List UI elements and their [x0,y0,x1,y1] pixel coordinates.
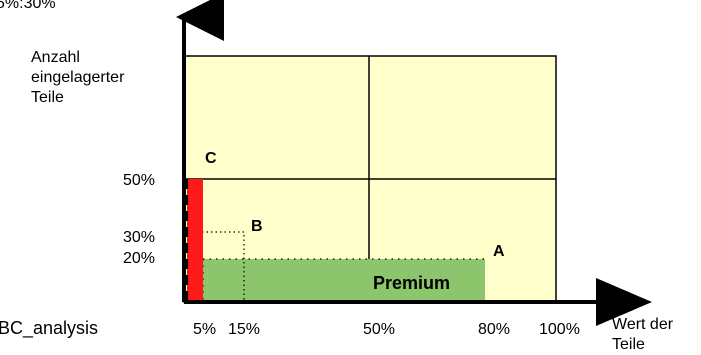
x-axis-label-line-2: Teile [612,336,645,353]
bottom-left-fragment: BC_analysis [0,318,98,339]
region-label-c: C [205,150,217,167]
region-b-dotted-border [184,231,245,302]
x-tick-80: 80% [478,321,510,338]
y-tick-20: 20% [123,250,155,267]
region-label-b: B [251,218,263,235]
y-axis-label: Anzahl eingelagerter Teile [31,49,129,106]
y-axis-label-line-2: eingelagerter [31,69,125,86]
region-label-a: A [493,243,505,260]
x-tick-15: 15% [228,321,260,338]
x-axis-label: Wert der Teile [612,316,678,353]
x-tick-50: 50% [363,321,395,338]
y-tick-50: 50% [123,172,155,189]
premium-region [203,259,485,302]
top-left-fragment: 5%:30% [0,0,56,12]
region-c-bar [187,179,203,302]
y-axis-label-line-3: Teile [31,89,64,106]
premium-label: Premium [373,273,450,293]
x-tick-5: 5% [193,321,216,338]
x-axis-label-line-1: Wert der [612,316,674,333]
y-axis-label-line-1: Anzahl [31,49,80,66]
y-tick-30: 30% [123,229,155,246]
x-tick-100: 100% [539,321,580,338]
